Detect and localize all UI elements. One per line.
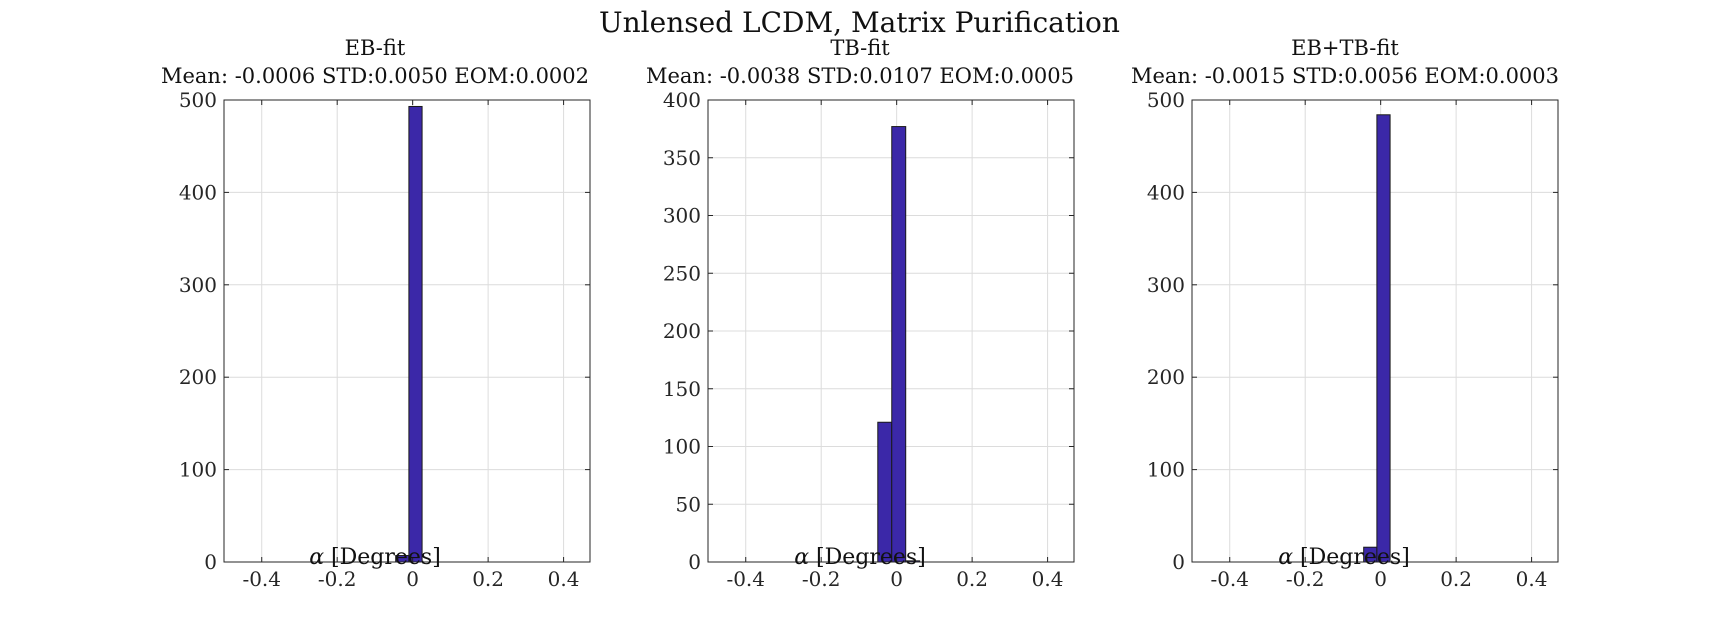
chart-title: EB+TB-fit	[1291, 36, 1399, 60]
y-tick-label: 500	[1147, 88, 1185, 112]
y-tick-label: 0	[688, 550, 701, 574]
x-axis-label: α [Degrees]	[305, 545, 445, 570]
y-tick-label: 350	[663, 146, 701, 170]
x-tick-label: -0.2	[1286, 567, 1325, 591]
y-tick-label: 0	[1172, 550, 1185, 574]
plot-area	[1192, 100, 1558, 562]
y-tick-label: 200	[663, 319, 701, 343]
y-tick-label: 250	[663, 261, 701, 285]
y-tick-label: 200	[1147, 365, 1185, 389]
y-tick-label: 100	[179, 458, 217, 482]
x-tick-label: -0.2	[318, 567, 357, 591]
y-tick-label: 300	[179, 273, 217, 297]
x-tick-label: 0.4	[548, 567, 580, 591]
x-tick-label: 0.2	[1440, 567, 1472, 591]
y-tick-label: 400	[663, 88, 701, 112]
chart-title: EB-fit	[344, 36, 406, 60]
y-tick-label: 300	[663, 204, 701, 228]
y-tick-label: 300	[1147, 273, 1185, 297]
x-tick-label: -0.4	[1210, 567, 1249, 591]
y-tick-label: 100	[663, 435, 701, 459]
axes-box	[1191, 99, 1559, 563]
x-tick-label: 0.4	[1516, 567, 1548, 591]
y-tick-label: 200	[179, 365, 217, 389]
x-tick-label: 0.2	[956, 567, 988, 591]
x-tick-label: 0	[406, 567, 419, 591]
x-axis-symbol: α	[309, 545, 325, 570]
y-tick-label: 0	[204, 550, 217, 574]
x-axis-unit: [Degrees]	[816, 545, 926, 570]
x-axis-unit: [Degrees]	[331, 545, 441, 570]
x-tick-label: 0	[1374, 567, 1387, 591]
x-tick-label: 0.4	[1032, 567, 1064, 591]
x-tick-label: 0.2	[472, 567, 504, 591]
y-tick-label: 400	[1147, 180, 1185, 204]
plot-area	[224, 100, 590, 562]
figure-title: Unlensed LCDM, Matrix Purification	[599, 6, 1120, 39]
y-tick-label: 50	[676, 492, 701, 516]
x-axis-label: α [Degrees]	[790, 545, 930, 570]
x-tick-label: -0.4	[726, 567, 765, 591]
histogram-bar	[1376, 114, 1391, 563]
y-tick-label: 500	[179, 88, 217, 112]
x-axis-symbol: α	[794, 545, 810, 570]
x-axis-symbol: α	[1278, 545, 1294, 570]
axes-box	[223, 99, 591, 563]
y-tick-label: 150	[663, 377, 701, 401]
x-axis-label: α [Degrees]	[1274, 545, 1414, 570]
x-tick-label: -0.2	[802, 567, 841, 591]
y-tick-label: 100	[1147, 458, 1185, 482]
chart-subtitle: Mean: -0.0038 STD:0.0107 EOM:0.0005	[645, 64, 1075, 88]
chart-subtitle: Mean: -0.0006 STD:0.0050 EOM:0.0002	[160, 64, 590, 88]
x-axis-unit: [Degrees]	[1300, 545, 1410, 570]
y-tick-label: 400	[179, 180, 217, 204]
chart-title: TB-fit	[830, 36, 890, 60]
x-tick-label: 0	[890, 567, 903, 591]
x-tick-label: -0.4	[242, 567, 281, 591]
chart-subtitle: Mean: -0.0015 STD:0.0056 EOM:0.0003	[1130, 64, 1560, 88]
